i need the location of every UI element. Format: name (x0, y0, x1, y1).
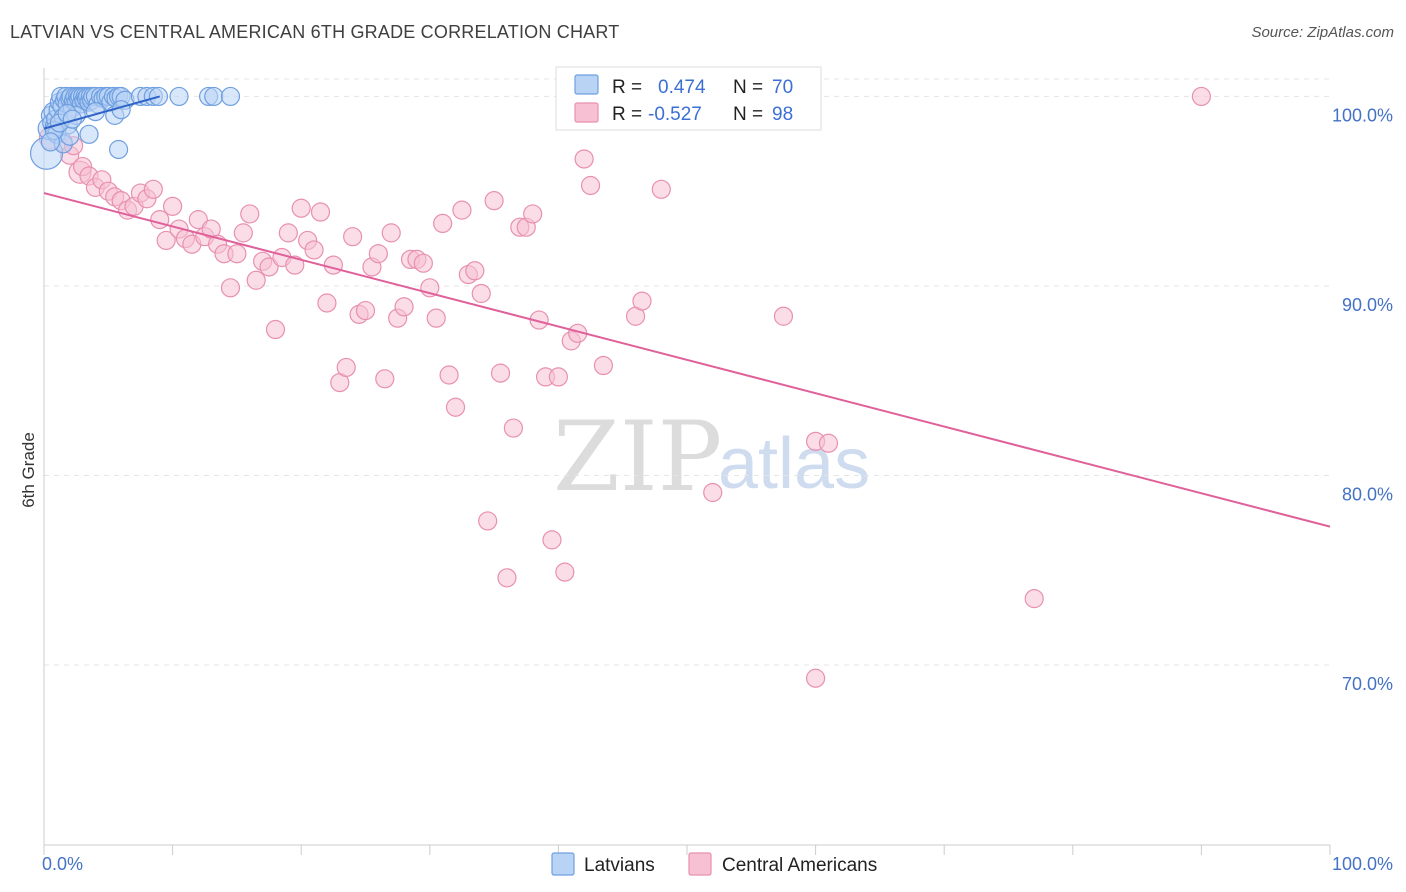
central-point-73 (503, 418, 523, 438)
central-point-40 (291, 198, 311, 218)
central-point-52 (368, 244, 388, 264)
central-point-95 (805, 668, 826, 688)
central-point-69 (478, 511, 498, 531)
legend-central-americans-label: Central Americans (722, 855, 877, 876)
central-point-70 (484, 191, 504, 211)
central-point-50 (355, 300, 376, 321)
central-point-68 (471, 283, 491, 304)
legend-central-r-label: R = (612, 104, 642, 125)
central-point-32 (240, 204, 260, 224)
latvian-point-55 (220, 86, 241, 107)
central-point-48 (343, 227, 363, 247)
central-point-71 (490, 363, 511, 383)
central-point-81 (555, 562, 575, 582)
latvian-point-52 (169, 86, 189, 107)
central-point-76 (523, 204, 543, 224)
y-tick-labels: 70.0% 80.0% 90.0% 100.0% (1332, 105, 1393, 694)
central-trend-line (43, 192, 1331, 528)
legend-central-r-value: -0.527 (648, 104, 702, 125)
x-tick-labels: 0.0% 100.0% (42, 854, 1393, 874)
legend-latvian-n-label: N = (733, 77, 763, 98)
central-point-39 (285, 255, 305, 275)
legend-latvian-n-value: 70 (772, 77, 793, 98)
central-point-62 (433, 213, 453, 233)
central-point-91 (703, 482, 723, 503)
central-point-80 (548, 367, 569, 387)
central-point-42 (304, 240, 324, 260)
y-tick-label-0: 70.0% (1342, 674, 1393, 694)
y-axis-title: 6th Grade (19, 432, 38, 508)
watermark-atlas: atlas (718, 424, 870, 504)
legend-latvian-r-value: 0.474 (658, 77, 706, 98)
central-point-47 (336, 357, 356, 378)
central-point-64 (445, 397, 466, 417)
central-point-96 (1024, 589, 1044, 609)
central-point-65 (452, 200, 472, 220)
watermark-zip: ZIP (553, 401, 722, 513)
central-point-97 (1191, 86, 1212, 107)
legend-stats-box (555, 66, 822, 131)
y-tick-label-2: 90.0% (1342, 295, 1393, 315)
central-point-92 (773, 306, 794, 326)
central-point-19 (156, 230, 176, 251)
legend-stats: R = 0.474 N = 70 R = -0.527 N = 98 (555, 66, 822, 131)
central-point-33 (246, 270, 266, 290)
latvian-point-60 (79, 124, 99, 144)
central-point-94 (818, 433, 839, 453)
central-point-54 (381, 223, 401, 243)
central-point-30 (227, 244, 247, 264)
central-point-53 (375, 369, 395, 389)
series-central-americans (38, 86, 1212, 688)
chart-title: LATVIAN VS CENTRAL AMERICAN 6TH GRADE CO… (10, 22, 620, 42)
central-point-85 (580, 175, 601, 196)
central-point-79 (542, 530, 562, 550)
y-tick-label-3: 100.0% (1332, 105, 1393, 125)
central-point-17 (143, 179, 163, 199)
central-point-86 (593, 355, 614, 376)
central-point-84 (574, 149, 594, 169)
trend-lines (43, 95, 1331, 528)
series-latvians (29, 86, 241, 170)
latvian-point-64 (108, 139, 129, 160)
central-point-59 (413, 253, 433, 273)
legend-central-americans-swatch (688, 852, 712, 876)
central-point-24 (188, 210, 208, 230)
chart-source: Source: ZipAtlas.com (1251, 24, 1394, 41)
latvian-point-69 (40, 132, 61, 152)
central-point-89 (651, 179, 671, 199)
latvian-trend-line (43, 95, 161, 130)
gridlines (44, 78, 1330, 666)
central-point-20 (163, 196, 183, 216)
central-point-63 (439, 365, 459, 385)
central-point-38 (278, 223, 298, 243)
central-point-45 (323, 255, 343, 275)
legend-latvian-swatch (574, 74, 599, 95)
central-point-61 (426, 308, 446, 328)
legend-latvians-label: Latvians (584, 855, 655, 876)
central-point-44 (317, 293, 337, 313)
central-point-56 (394, 297, 414, 317)
central-point-29 (220, 278, 241, 298)
central-point-31 (233, 223, 253, 243)
central-point-72 (497, 568, 517, 588)
central-point-67 (465, 261, 485, 281)
central-point-35 (259, 257, 279, 277)
central-point-43 (310, 202, 331, 222)
legend-latvian-r-label: R = (612, 77, 642, 98)
legend-series: Latvians Central Americans (551, 852, 877, 876)
watermark: ZIP atlas (553, 401, 870, 513)
x-tick-label-0: 0.0% (42, 854, 83, 874)
y-tick-label-1: 80.0% (1342, 484, 1393, 504)
central-point-36 (265, 319, 286, 340)
central-point-88 (632, 291, 652, 311)
axes (43, 68, 1331, 855)
x-tick-label-1: 100.0% (1332, 854, 1393, 874)
legend-central-swatch (574, 102, 599, 123)
legend-latvians-swatch (551, 852, 575, 876)
legend-central-n-value: 98 (772, 104, 793, 125)
legend-central-n-label: N = (733, 104, 763, 125)
latvian-point-54 (204, 86, 224, 107)
